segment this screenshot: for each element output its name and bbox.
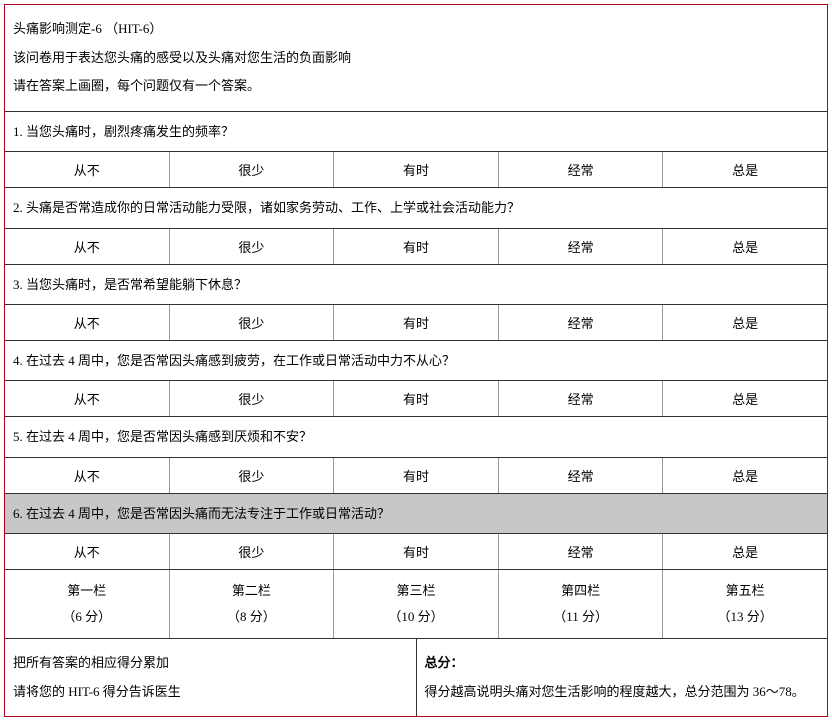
questionnaire-container: 头痛影响测定-6 （HIT-6） 该问卷用于表达您头痛的感受以及头痛对您生活的负…: [4, 4, 828, 717]
score-points: （8 分）: [170, 604, 334, 630]
score-col-2: 第二栏 （8 分）: [170, 570, 335, 638]
intro-desc-2: 请在答案上画圈，每个问题仅有一个答案。: [13, 72, 819, 101]
options-row-3: 从不很少有时经常总是: [5, 305, 827, 341]
score-col-4: 第四栏 （11 分）: [499, 570, 664, 638]
score-col-3: 第三栏 （10 分）: [334, 570, 499, 638]
option-cell[interactable]: 很少: [170, 152, 335, 187]
option-cell[interactable]: 有时: [334, 458, 499, 493]
option-cell[interactable]: 从不: [5, 229, 170, 264]
options-row-6: 从不很少有时经常总是: [5, 534, 827, 570]
option-cell[interactable]: 总是: [663, 229, 827, 264]
option-cell[interactable]: 总是: [663, 534, 827, 569]
option-cell[interactable]: 很少: [170, 305, 335, 340]
score-label: 第三栏: [334, 578, 498, 604]
option-cell[interactable]: 总是: [663, 152, 827, 187]
footer-right-body: 得分越高说明头痛对您生活影响的程度越大，总分范围为 36～78。: [425, 678, 820, 707]
option-cell[interactable]: 从不: [5, 152, 170, 187]
option-cell[interactable]: 经常: [499, 534, 664, 569]
option-cell[interactable]: 经常: [499, 305, 664, 340]
question-1: 1. 当您头痛时，剧烈疼痛发生的频率？: [5, 112, 827, 152]
option-cell[interactable]: 经常: [499, 381, 664, 416]
score-label: 第五栏: [663, 578, 827, 604]
intro-section: 头痛影响测定-6 （HIT-6） 该问卷用于表达您头痛的感受以及头痛对您生活的负…: [5, 5, 827, 112]
option-cell[interactable]: 有时: [334, 229, 499, 264]
score-label: 第二栏: [170, 578, 334, 604]
options-row-5: 从不很少有时经常总是: [5, 458, 827, 494]
options-row-4: 从不很少有时经常总是: [5, 381, 827, 417]
score-points: （10 分）: [334, 604, 498, 630]
options-row-1: 从不很少有时经常总是: [5, 152, 827, 188]
option-cell[interactable]: 从不: [5, 305, 170, 340]
option-cell[interactable]: 总是: [663, 381, 827, 416]
footer-right-title: 总分：: [425, 649, 820, 678]
footer: 把所有答案的相应得分累加 请将您的 HIT-6 得分告诉医生 总分： 得分越高说…: [5, 639, 827, 716]
option-cell[interactable]: 经常: [499, 152, 664, 187]
questions-container: 1. 当您头痛时，剧烈疼痛发生的频率？从不很少有时经常总是2. 头痛是否常造成你…: [5, 112, 827, 570]
option-cell[interactable]: 很少: [170, 381, 335, 416]
question-6: 6. 在过去 4 周中，您是否常因头痛而无法专注于工作或日常活动？: [5, 494, 827, 534]
option-cell[interactable]: 很少: [170, 534, 335, 569]
score-labels-row: 第一栏 （6 分） 第二栏 （8 分） 第三栏 （10 分） 第四栏 （11 分…: [5, 570, 827, 639]
intro-desc-1: 该问卷用于表达您头痛的感受以及头痛对您生活的负面影响: [13, 44, 819, 73]
score-points: （13 分）: [663, 604, 827, 630]
option-cell[interactable]: 总是: [663, 305, 827, 340]
option-cell[interactable]: 经常: [499, 229, 664, 264]
footer-right: 总分： 得分越高说明头痛对您生活影响的程度越大，总分范围为 36～78。: [417, 639, 828, 716]
score-label: 第一栏: [5, 578, 169, 604]
title: 头痛影响测定-6 （HIT-6）: [13, 15, 819, 44]
footer-left-line1: 把所有答案的相应得分累加: [13, 649, 408, 678]
option-cell[interactable]: 有时: [334, 381, 499, 416]
question-5: 5. 在过去 4 周中，您是否常因头痛感到厌烦和不安？: [5, 417, 827, 457]
score-points: （11 分）: [499, 604, 663, 630]
score-col-1: 第一栏 （6 分）: [5, 570, 170, 638]
option-cell[interactable]: 从不: [5, 458, 170, 493]
option-cell[interactable]: 很少: [170, 229, 335, 264]
score-points: （6 分）: [5, 604, 169, 630]
footer-left-line2: 请将您的 HIT-6 得分告诉医生: [13, 678, 408, 707]
footer-left: 把所有答案的相应得分累加 请将您的 HIT-6 得分告诉医生: [5, 639, 417, 716]
option-cell[interactable]: 总是: [663, 458, 827, 493]
options-row-2: 从不很少有时经常总是: [5, 229, 827, 265]
question-3: 3. 当您头痛时，是否常希望能躺下休息？: [5, 265, 827, 305]
score-label: 第四栏: [499, 578, 663, 604]
question-2: 2. 头痛是否常造成你的日常活动能力受限，诸如家务劳动、工作、上学或社会活动能力…: [5, 188, 827, 228]
option-cell[interactable]: 很少: [170, 458, 335, 493]
option-cell[interactable]: 有时: [334, 305, 499, 340]
score-col-5: 第五栏 （13 分）: [663, 570, 827, 638]
question-4: 4. 在过去 4 周中，您是否常因头痛感到疲劳，在工作或日常活动中力不从心？: [5, 341, 827, 381]
option-cell[interactable]: 经常: [499, 458, 664, 493]
option-cell[interactable]: 从不: [5, 534, 170, 569]
option-cell[interactable]: 有时: [334, 534, 499, 569]
option-cell[interactable]: 有时: [334, 152, 499, 187]
option-cell[interactable]: 从不: [5, 381, 170, 416]
